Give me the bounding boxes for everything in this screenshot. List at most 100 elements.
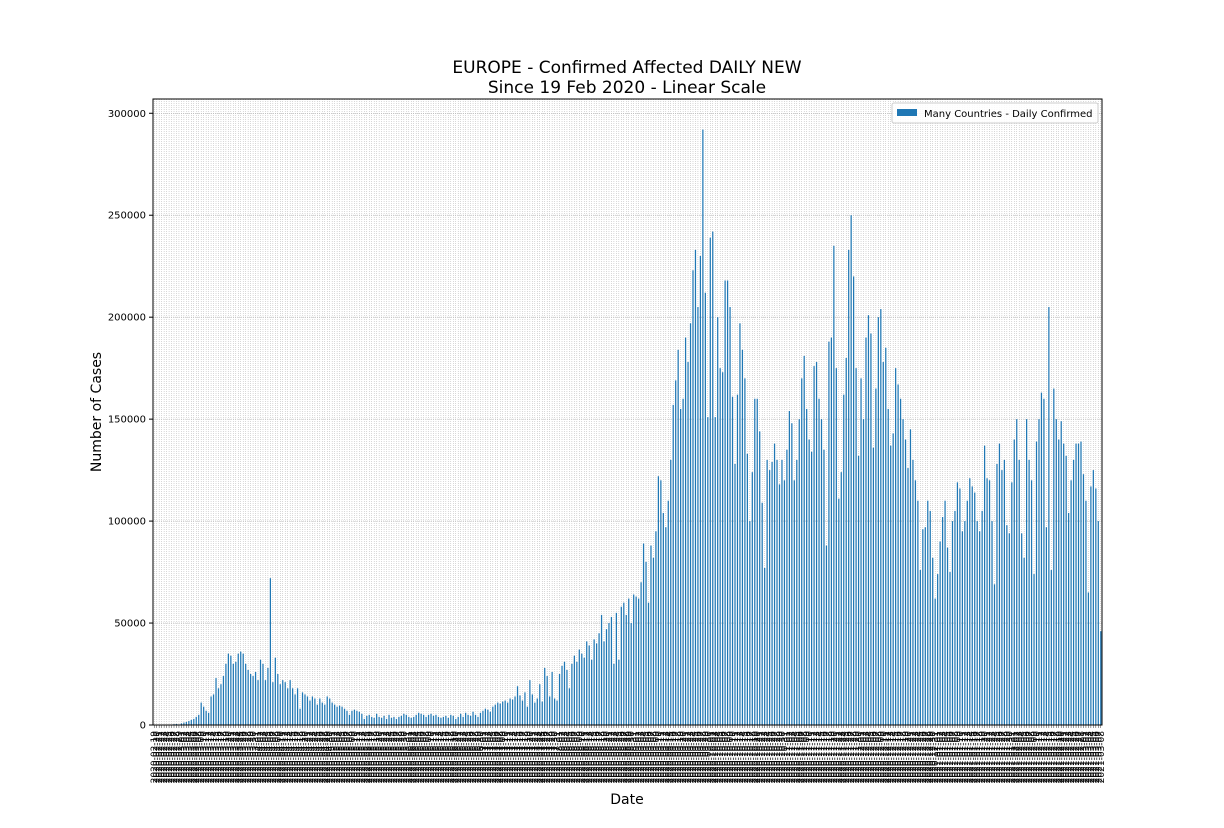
x-tick-label: 2020-10-23 (761, 731, 771, 783)
bar (882, 362, 884, 725)
bar (657, 476, 660, 725)
bar (467, 714, 469, 725)
x-tick-label: 2020-11-11 (808, 731, 818, 783)
x-tick-label: 2020-12-21 (906, 731, 916, 783)
bar (509, 698, 511, 725)
x-tick-label: 2020-12-02 (860, 731, 870, 783)
bar (272, 682, 274, 725)
x-tick-label: 2020-05-26 (390, 731, 400, 784)
x-tick-label: 2020-06-24 (462, 731, 472, 784)
bar (1030, 480, 1033, 725)
x-tick-label: 2020-08-16 (593, 731, 603, 784)
x-tick-label: 2021-02-26 (1072, 731, 1082, 784)
x-tick-label: 2021-01-27 (998, 731, 1008, 783)
x-tick-label: 2020-12-08 (874, 731, 884, 784)
bar (853, 276, 855, 725)
x-tick-label: 2020-04-03 (259, 731, 269, 783)
bar (373, 717, 375, 725)
x-tick-label: 2020-08-30 (627, 731, 637, 784)
bar (613, 663, 615, 725)
x-tick-label: 2020-05-21 (378, 731, 388, 783)
x-tick-label: 2020-07-17 (518, 731, 528, 783)
bar (277, 674, 279, 725)
bar (306, 696, 309, 725)
x-tick-label: 2021-01-17 (973, 731, 983, 783)
bar (875, 388, 877, 725)
x-tick-label: 2020-08-10 (578, 731, 588, 784)
bar (751, 472, 753, 725)
x-tick-label: 2021-02-15 (1045, 731, 1055, 783)
x-tick-label: 2020-05-05 (338, 731, 348, 783)
bar (993, 584, 996, 725)
x-tick-label: 2020-09-26 (694, 731, 704, 784)
bar (526, 706, 529, 725)
x-tick-label: 2020-06-26 (467, 731, 477, 784)
x-tick-label: 2020-08-17 (595, 731, 605, 783)
bar (259, 659, 262, 725)
x-tick-label: 2020-10-02 (709, 731, 719, 783)
bar (825, 545, 828, 725)
x-tick-label: 2020-03-17 (217, 731, 227, 783)
x-tick-label: 2020-06-09 (425, 731, 435, 784)
bar (1095, 488, 1097, 725)
x-tick-label: 2020-11-09 (803, 731, 813, 784)
x-tick-label: 2020-03-01 (177, 731, 187, 783)
x-tick-label: 2020-07-21 (528, 731, 538, 783)
bar (502, 701, 504, 725)
x-tick-label: 2020-10-12 (733, 731, 743, 783)
bar (175, 723, 178, 725)
bar (435, 714, 437, 725)
x-tick-label: 2020-07-18 (521, 731, 531, 784)
bar (786, 449, 788, 725)
x-tick-label: 2021-01-07 (948, 731, 958, 783)
x-tick-label: 2020-04-15 (289, 731, 299, 783)
x-tick-label: 2020-04-12 (281, 731, 291, 783)
bar (536, 698, 538, 725)
x-tick-label: 2020-12-17 (897, 731, 907, 783)
bar (675, 380, 677, 725)
x-tick-label: 2021-02-24 (1067, 731, 1077, 784)
bar (702, 129, 704, 726)
bar (877, 317, 879, 725)
x-tick-label: 2020-03-31 (252, 731, 262, 783)
x-tick-label: 2020-09-07 (647, 731, 657, 783)
bar (566, 669, 568, 725)
bar (783, 480, 786, 725)
x-tick-label: 2021-01-22 (986, 731, 996, 783)
bar (329, 698, 331, 725)
bar (746, 453, 748, 725)
x-tick-label: 2021-01-12 (961, 731, 971, 783)
bar (321, 702, 323, 725)
x-tick-label: 2020-06-01 (405, 731, 415, 783)
x-tick-label: 2020-09-20 (679, 731, 689, 784)
bar (820, 419, 823, 725)
x-tick-label: 2020-10-18 (748, 731, 758, 784)
x-tick-label: 2021-02-20 (1057, 731, 1067, 784)
bar (810, 451, 813, 725)
x-tick-label: 2020-11-30 (855, 731, 865, 784)
x-tick-label: 2020-08-21 (605, 731, 615, 783)
bar (437, 716, 440, 725)
x-tick-label: 2020-12-31 (931, 731, 941, 783)
bar (694, 249, 697, 725)
x-tick-label: 2020-02-28 (172, 731, 182, 784)
bar (722, 372, 724, 725)
bar (304, 694, 306, 725)
x-tick-label: 2020-06-22 (457, 731, 467, 783)
x-tick-label: 2020-02-23 (160, 731, 170, 783)
bar (430, 713, 432, 725)
plot-frame (152, 98, 1103, 726)
x-tick-label: 2020-12-23 (911, 731, 921, 783)
x-tick-label: 2021-02-02 (1013, 731, 1023, 783)
x-tick-label: 2020-10-25 (766, 731, 776, 783)
bar (736, 394, 739, 725)
x-tick-label: 2020-06-07 (420, 731, 430, 783)
x-tick-label: 2020-05-22 (380, 731, 390, 783)
bar (766, 459, 768, 725)
bar (731, 396, 734, 725)
bar (511, 699, 514, 725)
chart-subtitle: Since 19 Feb 2020 - Linear Scale (488, 78, 766, 98)
bar (203, 706, 205, 725)
x-tick-label: 2020-11-08 (800, 731, 810, 784)
x-tick-label: 2020-06-21 (454, 731, 464, 783)
